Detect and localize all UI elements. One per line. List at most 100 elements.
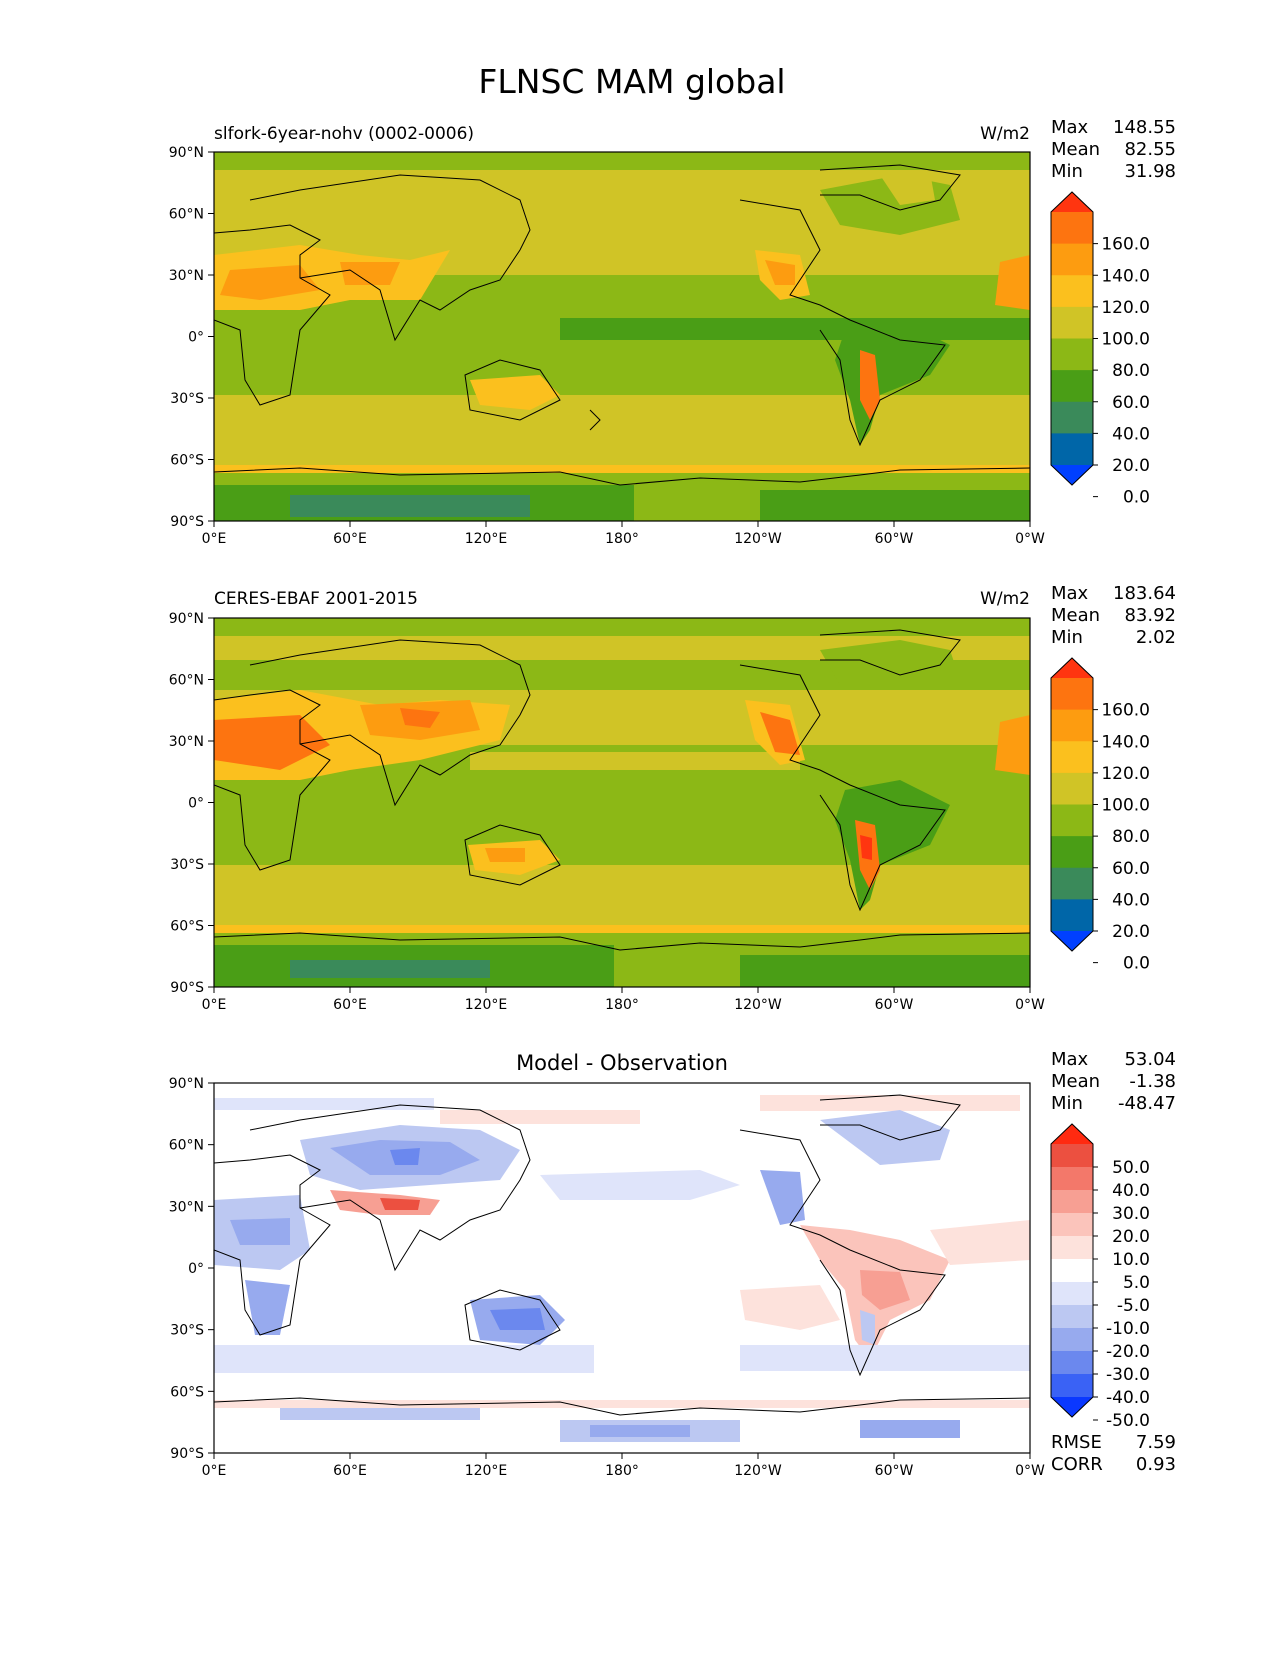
colorbar-label: 120.0 <box>1101 764 1150 784</box>
panel-title: slfork-6year-nohv (0002-0006) <box>214 124 474 144</box>
units-label: W/m2 <box>980 589 1030 609</box>
y-ticks: 90°N 60°N 30°N 0° 30°S 60°S 90°S <box>169 611 214 996</box>
colorbar: 50.0 40.0 30.0 20.0 10.0 5.0 -5.0 -10.0 -20.0 -30… <box>1051 1124 1150 1431</box>
stat-mean-label: Mean <box>1051 139 1100 160</box>
x-tick-label: 120°W <box>734 1463 782 1479</box>
colorbar-label: 60.0 <box>1112 859 1150 879</box>
x-tick-label: 60°W <box>875 997 914 1013</box>
y-tick-label: 60°N <box>169 1138 204 1154</box>
y-tick-label: 0° <box>188 796 204 812</box>
colorbar-segment <box>1051 1305 1093 1329</box>
x-tick-label: 120°W <box>734 997 782 1013</box>
units-label: W/m2 <box>980 124 1030 144</box>
colorbar-segment <box>1051 212 1093 244</box>
y-tick-label: 30°S <box>170 857 204 873</box>
colorbar-label: 60.0 <box>1112 393 1150 413</box>
colorbar-segment <box>1051 1167 1093 1191</box>
colorbar-extension-bottom <box>1051 465 1093 485</box>
x-tick-label: 0°E <box>202 531 227 547</box>
x-tick-label: 0°W <box>1015 531 1045 547</box>
x-tick-label: 60°W <box>875 531 914 547</box>
colorbar-label: 50.0 <box>1112 1158 1150 1178</box>
colorbar-segment <box>1051 773 1093 805</box>
x-ticks: 0°E 60°E 120°E 180° 120°W 60°W 0°W <box>202 1453 1045 1479</box>
stat-min-label: Min <box>1051 1093 1083 1114</box>
colorbar-label: 10.0 <box>1112 1250 1150 1270</box>
figure: FLNSC MAM global slfork-6year-nohv (0002… <box>0 0 1275 1650</box>
y-tick-label: 30°S <box>170 391 204 407</box>
colorbar-label: -20.0 <box>1106 1342 1150 1362</box>
panel-title: Model - Observation <box>516 1051 728 1075</box>
stat-min-value: -48.47 <box>1118 1093 1176 1114</box>
x-tick-label: 0°E <box>202 1463 227 1479</box>
colorbar-label: 20.0 <box>1112 1227 1150 1247</box>
panel-observation: CERES-EBAF 2001-2015 W/m2 <box>169 583 1176 1013</box>
stat-rmse-label: RMSE <box>1051 1432 1102 1453</box>
colorbar-segment <box>1051 1190 1093 1214</box>
colorbar-label: 40.0 <box>1112 890 1150 910</box>
colorbar-label: 0.0 <box>1123 488 1150 508</box>
colorbar-segment <box>1051 1351 1093 1375</box>
colorbar-segment <box>1051 710 1093 742</box>
colorbar-segment <box>1051 805 1093 837</box>
x-tick-label: 180° <box>605 531 639 547</box>
y-tick-label: 90°S <box>170 514 204 530</box>
stat-mean-label: Mean <box>1051 1071 1100 1092</box>
y-tick-label: 0° <box>188 330 204 346</box>
colorbar-segment <box>1051 1259 1093 1283</box>
y-tick-label: 90°N <box>169 611 204 627</box>
stat-max-label: Max <box>1051 1049 1089 1070</box>
stat-corr-value: 0.93 <box>1136 1454 1176 1475</box>
panel-title: CERES-EBAF 2001-2015 <box>214 589 418 609</box>
colorbar-label: 20.0 <box>1112 922 1150 942</box>
x-tick-label: 180° <box>605 997 639 1013</box>
stat-max-value: 183.64 <box>1113 583 1176 604</box>
stat-min-value: 2.02 <box>1136 627 1176 648</box>
stat-mean-value: 83.92 <box>1124 605 1176 626</box>
colorbar-label: 140.0 <box>1101 732 1150 752</box>
colorbar-extension-bottom <box>1051 1397 1093 1417</box>
x-tick-label: 120°E <box>465 531 508 547</box>
y-tick-label: 30°S <box>170 1323 204 1339</box>
colorbar-label: 160.0 <box>1101 235 1150 255</box>
colorbar-segment <box>1051 678 1093 710</box>
colorbar-extension-top <box>1051 658 1093 678</box>
colorbar-label: -30.0 <box>1106 1365 1150 1385</box>
x-tick-label: 60°E <box>333 1463 367 1479</box>
colorbar-segment <box>1051 1213 1093 1237</box>
x-tick-label: 120°E <box>465 1463 508 1479</box>
colorbar-segment <box>1051 836 1093 868</box>
colorbar-extension-bottom <box>1051 931 1093 951</box>
x-tick-label: 60°E <box>333 997 367 1013</box>
colorbar-label: 40.0 <box>1112 424 1150 444</box>
colorbar-label: -5.0 <box>1117 1296 1150 1316</box>
panel-model: slfork-6year-nohv (0002-0006) W/m2 <box>169 117 1176 547</box>
colorbar-label: 0.0 <box>1123 954 1150 974</box>
y-tick-label: 60°S <box>170 1384 204 1400</box>
x-tick-label: 0°E <box>202 997 227 1013</box>
colorbar-label: 30.0 <box>1112 1204 1150 1224</box>
colorbar-label: -10.0 <box>1106 1319 1150 1339</box>
colorbar-segment <box>1051 339 1093 371</box>
stat-max-label: Max <box>1051 583 1089 604</box>
colorbar-label: 80.0 <box>1112 361 1150 381</box>
x-tick-label: 0°W <box>1015 1463 1045 1479</box>
stat-max-label: Max <box>1051 117 1089 138</box>
colorbar-label: -50.0 <box>1106 1411 1150 1431</box>
stat-corr-label: CORR <box>1051 1454 1103 1475</box>
colorbar-label: 160.0 <box>1101 701 1150 721</box>
y-tick-label: 60°N <box>169 207 204 223</box>
colorbar-segment <box>1051 433 1093 465</box>
colorbar-segment <box>1051 868 1093 900</box>
colorbar-label: 120.0 <box>1101 298 1150 318</box>
x-tick-label: 0°W <box>1015 997 1045 1013</box>
y-tick-label: 90°N <box>169 1076 204 1092</box>
colorbar-label: 140.0 <box>1101 266 1150 286</box>
y-tick-label: 90°N <box>169 145 204 161</box>
colorbar-segment <box>1051 1328 1093 1352</box>
colorbar-segment <box>1051 741 1093 773</box>
stat-min-label: Min <box>1051 161 1083 182</box>
stat-mean-value: -1.38 <box>1129 1071 1176 1092</box>
colorbar-label: 80.0 <box>1112 827 1150 847</box>
colorbar: 160.0 140.0 120.0 100.0 80.0 60.0 40.0 20.0 0.0 <box>1051 658 1150 974</box>
